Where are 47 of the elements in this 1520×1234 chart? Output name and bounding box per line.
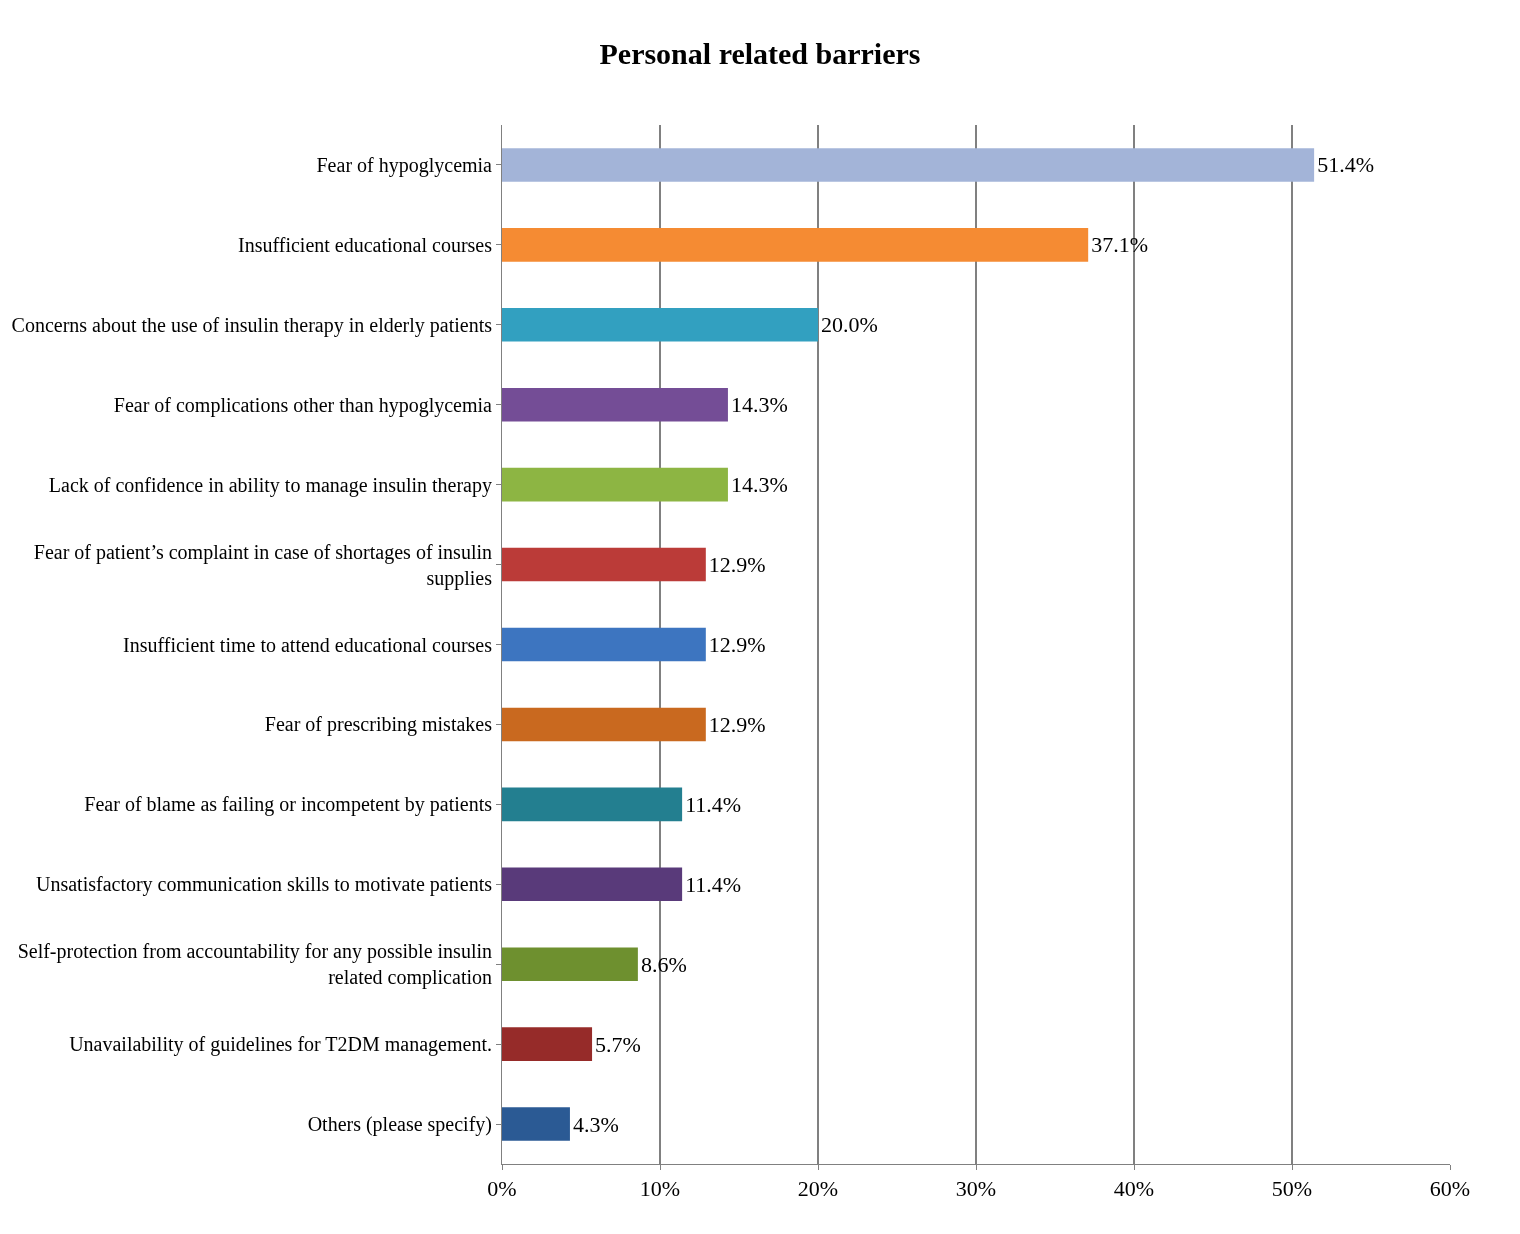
bar	[502, 627, 706, 662]
y-tick-label: Fear of prescribing mistakes	[264, 713, 493, 737]
x-tick-label: 20%	[797, 1176, 839, 1202]
y-tick-label: Self-protection from accountability for any possible insulin related complication	[17, 940, 492, 990]
bar	[502, 148, 1315, 182]
bar	[502, 787, 683, 822]
y-tick-label: Insufficient time to attend educational courses	[123, 633, 493, 656]
bar	[502, 308, 818, 342]
y-tick-label: Others (please specify)	[307, 1113, 492, 1137]
data-label: 5.7%	[595, 1031, 641, 1057]
y-tick-label: Fear of hypoglycemia	[316, 153, 493, 177]
data-label: 14.3%	[730, 392, 788, 418]
chart-title: Personal related barriers	[599, 37, 921, 71]
data-label: 12.9%	[708, 552, 766, 578]
y-tick-label: Concerns about the use of insulin therapy in elderly patients	[11, 313, 493, 337]
y-tick-label: Insufficient educational courses	[238, 233, 493, 256]
data-label: 14.3%	[730, 472, 788, 498]
bar	[502, 867, 683, 902]
y-tick-label: Fear of complications other than hypoglycemia	[113, 393, 493, 417]
bar	[502, 1107, 570, 1141]
data-label: 8.6%	[640, 951, 687, 977]
bar	[502, 947, 638, 981]
y-tick-label: Unavailability of guidelines for T2DM management.	[69, 1033, 492, 1057]
data-label: 11.4%	[685, 871, 742, 897]
y-tick-label: Fear of blame as failing or incompetent by patients	[84, 793, 493, 817]
data-label: 12.9%	[708, 711, 766, 737]
y-tick-label: Lack of confidence in ability to manage insulin therapy	[48, 473, 492, 497]
bar	[502, 467, 728, 502]
x-tick-label: 0%	[487, 1176, 517, 1202]
bar	[502, 387, 728, 422]
bar	[502, 707, 706, 742]
data-label: 51.4%	[1317, 152, 1374, 178]
x-tick-label: 60%	[1429, 1176, 1471, 1202]
y-tick-label: Unsatisfactory communication skills to motivate patients	[35, 873, 493, 897]
data-label: 11.4%	[685, 791, 742, 817]
x-tick-label: 10%	[639, 1176, 681, 1202]
x-tick-label: 50%	[1271, 1176, 1313, 1202]
x-tick-label: 30%	[955, 1176, 997, 1202]
data-label: 37.1%	[1091, 232, 1149, 258]
bar	[502, 228, 1089, 262]
y-tick-label: Fear of patient’s complaint in case of shortages of insulin supplies	[33, 540, 493, 590]
x-tick-label: 40%	[1113, 1176, 1155, 1202]
data-label: 12.9%	[708, 632, 766, 657]
bar	[502, 1027, 593, 1061]
data-label: 20.0%	[821, 312, 878, 338]
data-label: 4.3%	[572, 1111, 619, 1137]
bar	[502, 547, 706, 582]
